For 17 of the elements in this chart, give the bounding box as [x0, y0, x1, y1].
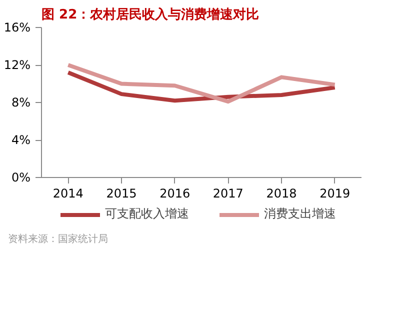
y-tick-label: 8% — [11, 96, 31, 110]
y-tick-label: 4% — [11, 133, 31, 147]
x-tick-label: 2016 — [160, 186, 190, 200]
line-series — [66, 70, 337, 103]
text: 资料来源：国家统计局 — [8, 233, 108, 247]
line-series — [66, 63, 337, 104]
y-tick-label: 12% — [4, 58, 30, 72]
chart-title: 图 22：农村居民收入与消费增速对比 — [42, 6, 260, 22]
x-tick-label: 2019 — [320, 186, 350, 200]
x-tick-label: 2018 — [266, 186, 297, 200]
legend-label: 消费支出增速 — [264, 206, 336, 222]
x-tick-label: 2015 — [106, 186, 137, 200]
y-tick-label: 16% — [4, 20, 30, 34]
x-tick-label: 2017 — [212, 186, 244, 200]
legend-label: 可支配收入增速 — [105, 206, 189, 222]
y-tick-label: 0% — [11, 170, 31, 184]
x-tick-label: 2014 — [52, 186, 84, 200]
